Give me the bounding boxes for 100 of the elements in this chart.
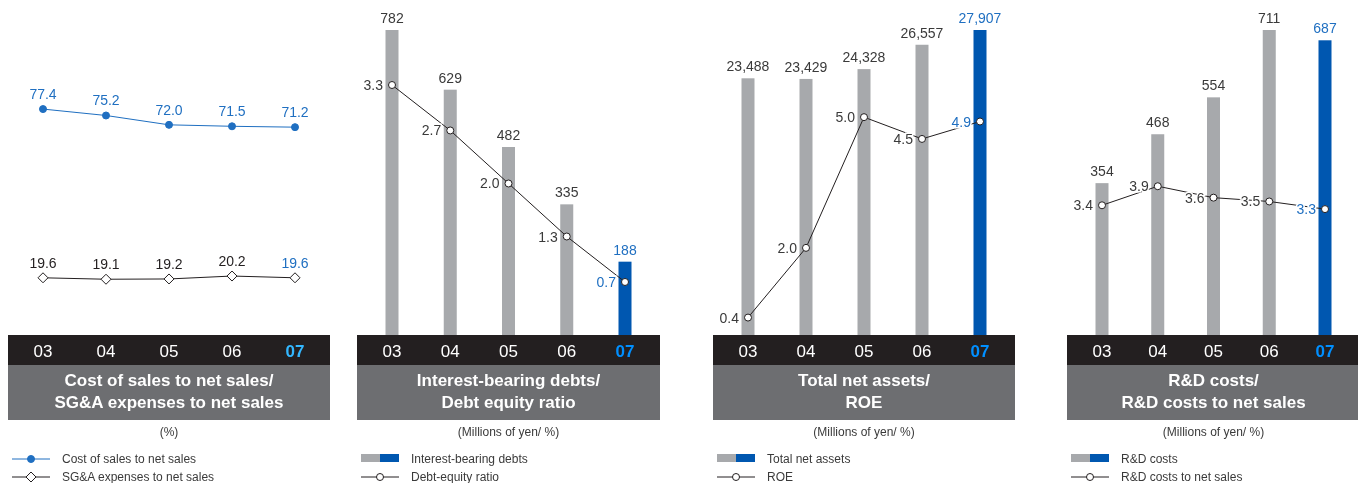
data-label: 711 <box>1258 10 1281 26</box>
data-label: 629 <box>438 69 463 86</box>
data-label: 188 <box>613 241 637 258</box>
bar <box>973 30 987 335</box>
bar <box>1095 183 1109 335</box>
bar <box>502 147 515 335</box>
data-label: 4.5 <box>893 130 914 147</box>
bar <box>857 69 871 335</box>
data-label: 1.3 <box>538 228 558 245</box>
x-tick-label: 04 <box>96 342 116 361</box>
point <box>102 111 110 120</box>
point <box>802 243 810 252</box>
text: (Millions of yen/ %) <box>813 425 915 439</box>
text: (%) <box>159 425 179 439</box>
point <box>165 120 173 129</box>
x-tick-label: 05 <box>1204 342 1223 361</box>
data-label: 3.3 <box>363 77 384 93</box>
data-label: 20.2 <box>218 253 246 270</box>
x-tick-label: 07 <box>285 342 305 361</box>
bar <box>385 30 399 335</box>
data-label: 19.6 <box>281 254 309 271</box>
x-tick-label: 04 <box>1148 342 1168 361</box>
data-label: 27,907 <box>958 10 1002 26</box>
data-label: 687 <box>1313 20 1337 37</box>
x-tick-label: 06 <box>912 342 932 361</box>
point <box>226 270 238 282</box>
x-tick-label: 03 <box>1092 342 1112 361</box>
x-tick-label: 07 <box>970 342 990 361</box>
x-tick-label: 06 <box>222 342 242 361</box>
point <box>860 113 868 122</box>
text: (Millions of yen/ %) <box>457 425 560 439</box>
point <box>37 272 49 284</box>
bar <box>799 78 813 335</box>
point <box>1153 182 1162 191</box>
point <box>1265 197 1274 206</box>
x-tick-label: 04 <box>440 342 460 361</box>
bar <box>618 261 632 335</box>
point <box>562 232 571 241</box>
bar <box>1207 97 1220 335</box>
text: Total net assets/ ROE <box>798 371 931 412</box>
bar <box>1318 40 1332 335</box>
text: R&D costs/ R&D costs to net sales <box>1121 371 1306 412</box>
x-tick-label: 04 <box>796 342 816 361</box>
legend-label: Cost of sales to net sales <box>62 452 197 466</box>
data-label: 2.7 <box>421 122 442 139</box>
legend-label: Total net assets <box>767 452 851 466</box>
point <box>1209 193 1218 202</box>
point <box>744 313 752 322</box>
data-label: 19.2 <box>155 255 183 272</box>
x-tick-label: 07 <box>1315 342 1335 361</box>
data-label: 5.0 <box>835 109 856 126</box>
x-tick-label: 05 <box>854 342 874 361</box>
data-label: 3.4 <box>1073 197 1094 214</box>
bar <box>1262 30 1276 335</box>
bar <box>915 44 929 335</box>
x-tick-label: 05 <box>499 342 518 361</box>
data-label: 0.4 <box>719 309 740 326</box>
point <box>228 122 236 131</box>
data-label: 19.6 <box>29 254 57 271</box>
data-label: 23,429 <box>784 58 828 75</box>
legend-label: R&D costs <box>1121 452 1178 466</box>
legend-label: Debt-equity ratio <box>411 470 500 483</box>
data-label: 71.2 <box>281 104 309 121</box>
point <box>918 134 926 143</box>
data-label: 24,328 <box>842 49 886 66</box>
legend-label: ROE <box>767 470 794 483</box>
data-label: 19.1 <box>92 256 120 273</box>
data-label: 482 <box>496 127 521 144</box>
data-label: 468 <box>1146 114 1170 131</box>
point <box>163 273 175 285</box>
data-label: 71.5 <box>218 103 246 120</box>
bar <box>560 204 574 335</box>
data-label: 354 <box>1090 163 1114 180</box>
data-label: 782 <box>380 10 404 26</box>
data-label: 77.4 <box>29 86 57 103</box>
data-label: 335 <box>555 184 579 201</box>
point <box>291 123 299 132</box>
data-label: 75.2 <box>92 92 120 109</box>
x-tick-label: 03 <box>33 342 53 361</box>
bar <box>443 89 457 335</box>
x-tick-label: 07 <box>615 342 635 361</box>
data-label: 26,557 <box>900 24 944 41</box>
x-tick-label: 03 <box>738 342 758 361</box>
text: Interest-bearing debts/ Debt equity ratio <box>416 371 601 412</box>
legend-label: R&D costs to net sales <box>1121 470 1243 483</box>
data-label: 554 <box>1201 77 1226 94</box>
data-label: 2.0 <box>777 239 798 256</box>
data-label: 2.0 <box>480 175 500 192</box>
data-label: 72.0 <box>155 101 183 118</box>
point <box>388 81 396 89</box>
bar <box>1151 134 1165 335</box>
data-label: 3.9 <box>1129 178 1149 195</box>
legend-label: Interest-bearing debts <box>411 452 528 466</box>
text: (Millions of yen/ %) <box>1162 425 1265 439</box>
point <box>1098 201 1106 210</box>
x-tick-label: 05 <box>159 342 179 361</box>
point <box>504 179 513 188</box>
data-label: 23,488 <box>726 58 770 75</box>
bar <box>741 78 755 335</box>
x-tick-label: 06 <box>1259 342 1279 361</box>
